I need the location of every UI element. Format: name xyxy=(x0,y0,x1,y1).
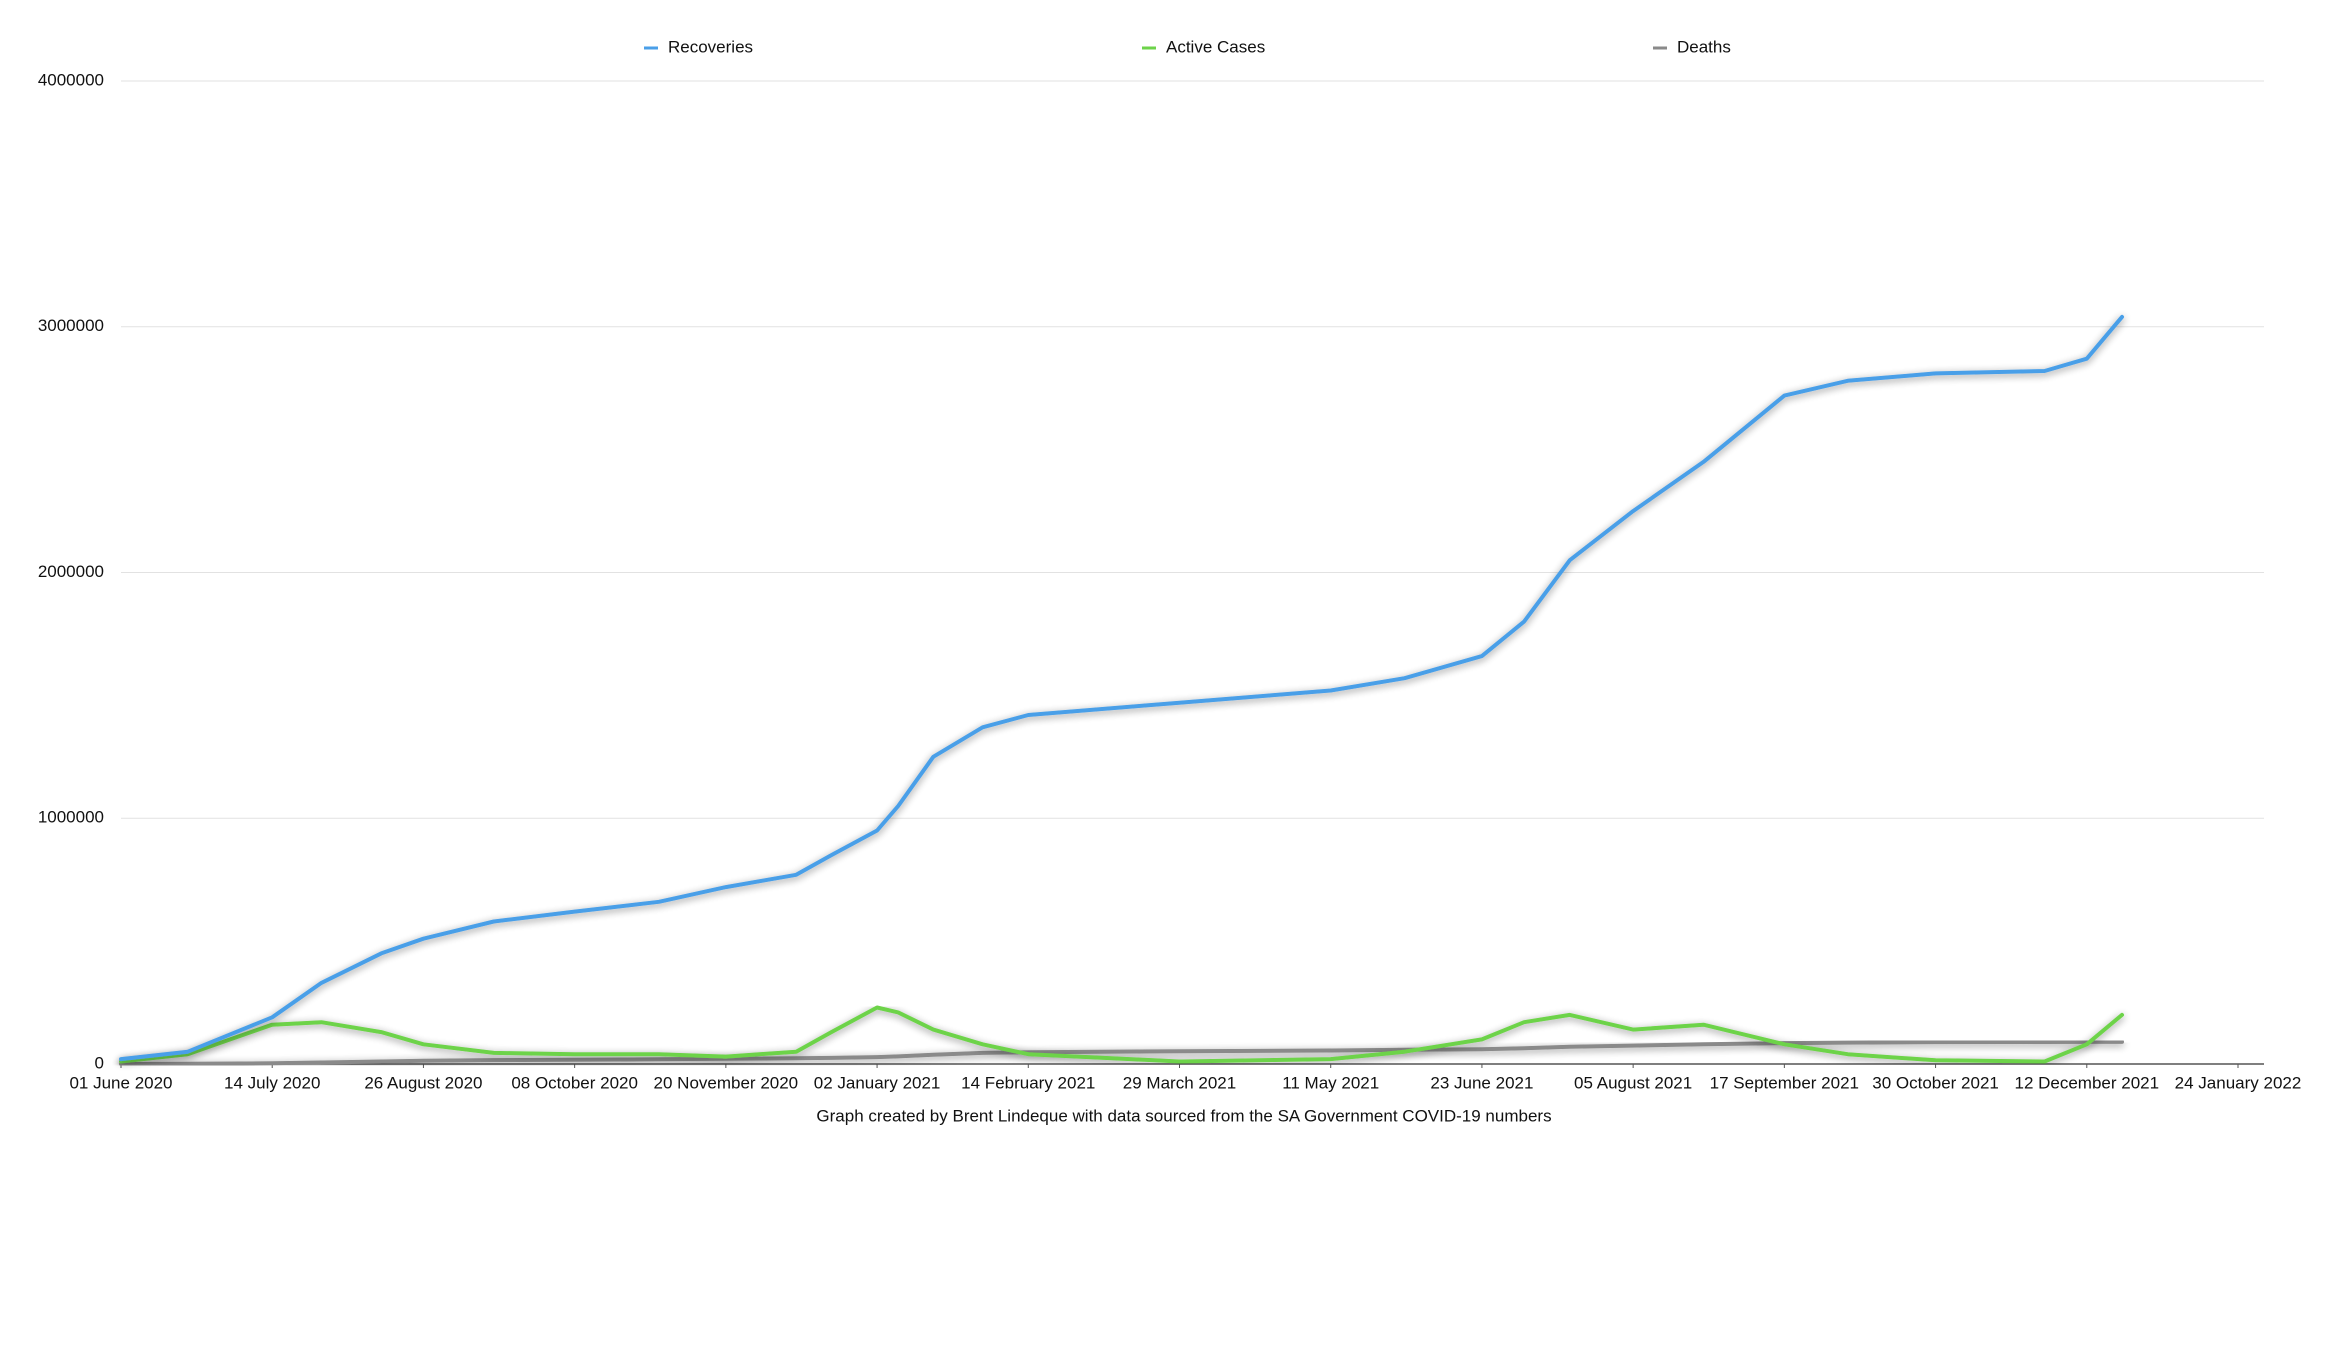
y-tick-label: 2000000 xyxy=(38,562,104,581)
x-tick-label: 24 January 2022 xyxy=(2175,1073,2302,1092)
x-tick-label: 29 March 2021 xyxy=(1123,1073,1236,1092)
x-tick-label: 30 October 2021 xyxy=(1872,1073,1999,1092)
legend-label: Active Cases xyxy=(1166,37,1265,56)
series-line xyxy=(119,1005,2124,1064)
x-tick-label: 20 November 2020 xyxy=(654,1073,799,1092)
x-tick-label: 14 February 2021 xyxy=(961,1073,1095,1092)
x-tick-label: 26 August 2020 xyxy=(364,1073,482,1092)
x-tick-label: 08 October 2020 xyxy=(511,1073,638,1092)
y-tick-label: 0 xyxy=(95,1053,104,1072)
x-tick-label: 01 June 2020 xyxy=(69,1073,172,1092)
x-tick-label: 02 January 2021 xyxy=(814,1073,941,1092)
legend-label: Recoveries xyxy=(668,37,753,56)
series-line xyxy=(119,314,2124,1062)
x-tick-label: 12 December 2021 xyxy=(2014,1073,2159,1092)
x-tick-label: 14 July 2020 xyxy=(224,1073,320,1092)
y-tick-label: 3000000 xyxy=(38,316,104,335)
caption: Graph created by Brent Lindeque with dat… xyxy=(816,1106,1551,1125)
y-tick-label: 4000000 xyxy=(38,70,104,89)
x-tick-label: 17 September 2021 xyxy=(1710,1073,1859,1092)
x-tick-label: 23 June 2021 xyxy=(1430,1073,1533,1092)
x-tick-label: 11 May 2021 xyxy=(1282,1073,1379,1092)
y-tick-label: 1000000 xyxy=(38,808,104,827)
legend-label: Deaths xyxy=(1677,37,1731,56)
x-tick-label: 05 August 2021 xyxy=(1574,1073,1692,1092)
